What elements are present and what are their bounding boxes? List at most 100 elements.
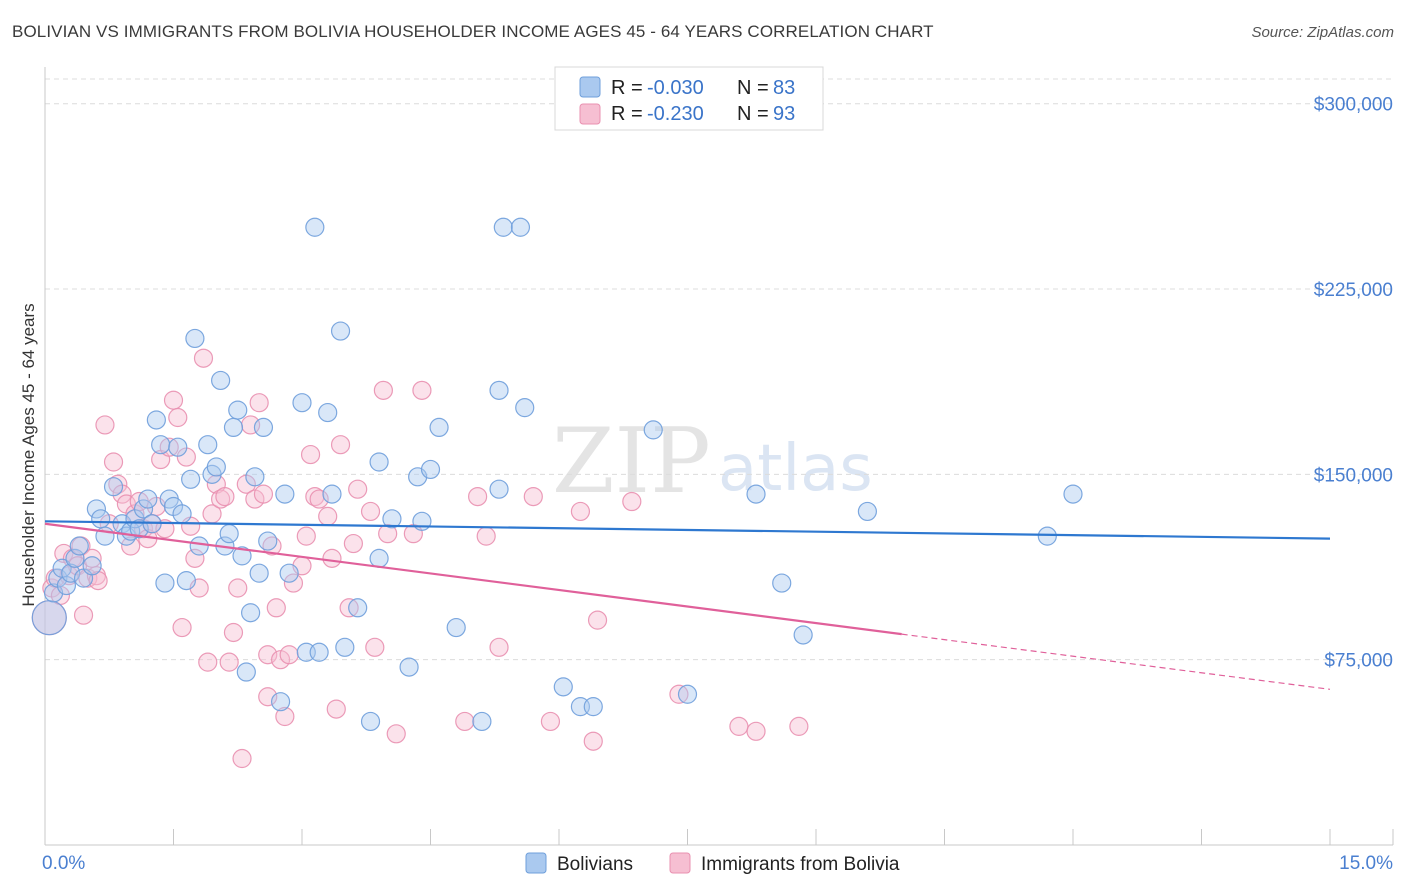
bolivians-point-24 [155, 573, 175, 593]
legend-swatch-bolivians [579, 76, 601, 98]
immigrants-trend-line-extension [901, 633, 1331, 690]
bolivians-point-6 [65, 548, 85, 568]
bolivians-point-86 [1063, 484, 1083, 504]
immigrants-point-70 [348, 479, 368, 499]
bolivians-point-67 [420, 459, 441, 480]
bolivians-point-72 [489, 479, 509, 499]
y-tick-label-2: $225,000 [1314, 280, 1393, 301]
immigrants-point-66 [326, 699, 346, 719]
legend-r-value-immigrants: -0.230 [647, 103, 704, 125]
bolivians-point-11 [91, 509, 111, 529]
watermark-zip: ZIP [552, 409, 711, 514]
y-tick-label-1: $150,000 [1314, 465, 1393, 486]
bolivians-point-10 [86, 499, 107, 519]
immigrants-point-38 [198, 652, 218, 672]
legend-r-label-immigrants: R = [611, 103, 643, 125]
bolivians-point-61 [369, 452, 389, 472]
bolivians-point-19 [133, 499, 154, 519]
bolivians-point-81 [746, 484, 766, 504]
bolivians-point-79 [643, 420, 663, 440]
legend-r-value-bolivians: -0.030 [647, 77, 704, 99]
bolivians-point-35 [206, 457, 226, 477]
bolivians-point-54 [309, 642, 329, 662]
bolivians-point-84 [857, 501, 878, 522]
bolivians-point-62 [369, 548, 389, 568]
bolivians-point-69 [446, 617, 466, 638]
immigrants-point-78 [455, 711, 475, 732]
bolivians-point-28 [172, 504, 192, 524]
legend-n-value-bolivians: 83 [773, 77, 795, 99]
y-tick-label-3: $300,000 [1314, 95, 1393, 116]
immigrants-point-71 [360, 501, 381, 522]
bolivians-point-75 [515, 398, 535, 418]
immigrants-point-46 [232, 748, 252, 769]
immigrants-point-81 [489, 637, 509, 657]
bolivians-point-45 [249, 563, 269, 583]
legend-n-label-immigrants: N = [737, 103, 769, 125]
axes [44, 67, 1394, 846]
immigrants-point-65 [322, 548, 342, 568]
immigrants-point-35 [185, 548, 205, 568]
immigrants-point-37 [193, 348, 214, 368]
immigrants-trend-line [44, 522, 902, 636]
immigrants-point-43 [219, 652, 239, 672]
correlation-legend: R = -0.030 N = 83 R = -0.230 N = 93 [554, 66, 824, 131]
immigrants-point-42 [215, 486, 235, 507]
immigrants-point-13 [88, 571, 108, 591]
immigrants-point-44 [223, 622, 244, 643]
legend-n-label-bolivians: N = [737, 77, 769, 99]
bottom-legend-swatch-immigrants [669, 852, 691, 874]
y-tick-label-0: $75,000 [1324, 651, 1393, 672]
legend-r-label-bolivians: R = [611, 77, 643, 99]
bolivians-point-9 [82, 556, 102, 576]
bolivians-point-68 [429, 417, 449, 438]
legend-swatch-immigrants [579, 103, 601, 125]
legend-n-value-immigrants: 93 [773, 103, 795, 125]
bottom-legend-label-bolivians: Bolivians [557, 854, 633, 875]
immigrants-point-60 [296, 526, 316, 546]
bolivians-point-80 [677, 684, 698, 704]
immigrants-point-30 [163, 390, 184, 410]
bolivians-point-41 [232, 546, 252, 566]
bolivians-point-53 [305, 217, 325, 237]
immigrants-point-72 [365, 637, 385, 657]
immigrants-point-32 [172, 617, 192, 638]
immigrants-point-58 [283, 573, 304, 593]
series-legend: Bolivians Immigrants from Bolivia [525, 852, 900, 875]
bolivians-point-51 [292, 393, 312, 413]
immigrants-point-91 [789, 716, 809, 736]
bolivians-point-27 [168, 437, 188, 457]
bolivians-point-4 [56, 575, 77, 596]
immigrants-point-74 [378, 524, 398, 544]
bolivians-point-47 [258, 531, 278, 551]
immigrants-point-63 [309, 489, 329, 509]
x-tick-max: 15.0% [1339, 853, 1393, 874]
immigrants-point-87 [622, 491, 642, 512]
bolivians-point-76 [553, 677, 573, 697]
bolivians-point-58 [335, 637, 355, 657]
bolivians-point-64 [399, 657, 419, 677]
immigrants-point-57 [279, 645, 299, 665]
bolivians-point-56 [322, 484, 342, 504]
immigrants-point-31 [168, 407, 188, 428]
immigrants-point-82 [523, 486, 543, 507]
immigrants-point-92 [258, 687, 278, 707]
bolivians-point-57 [330, 321, 351, 341]
immigrants-point-83 [540, 711, 561, 732]
immigrants-point-45 [228, 578, 248, 598]
bolivians-point-46 [253, 417, 274, 438]
immigrants-point-61 [300, 444, 321, 465]
y-tick-labels: $75,000 $150,000 $225,000 $300,000 [1314, 95, 1393, 672]
bolivians-point-29 [176, 571, 196, 591]
x-tick-labels: 0.0% 15.0% [42, 853, 1393, 874]
bolivians-point-40 [228, 400, 248, 420]
immigrants-point-9 [73, 605, 94, 625]
immigrants-point-90 [746, 721, 766, 741]
immigrants-point-54 [266, 598, 286, 618]
y-axis-label: Householder Income Ages 45 - 64 years [19, 303, 38, 606]
bolivians-point-44 [245, 467, 265, 487]
bolivians-point-78 [583, 697, 603, 717]
immigrants-point-79 [468, 486, 488, 507]
immigrants-point-14 [95, 415, 115, 435]
bolivians-point-59 [348, 598, 368, 618]
